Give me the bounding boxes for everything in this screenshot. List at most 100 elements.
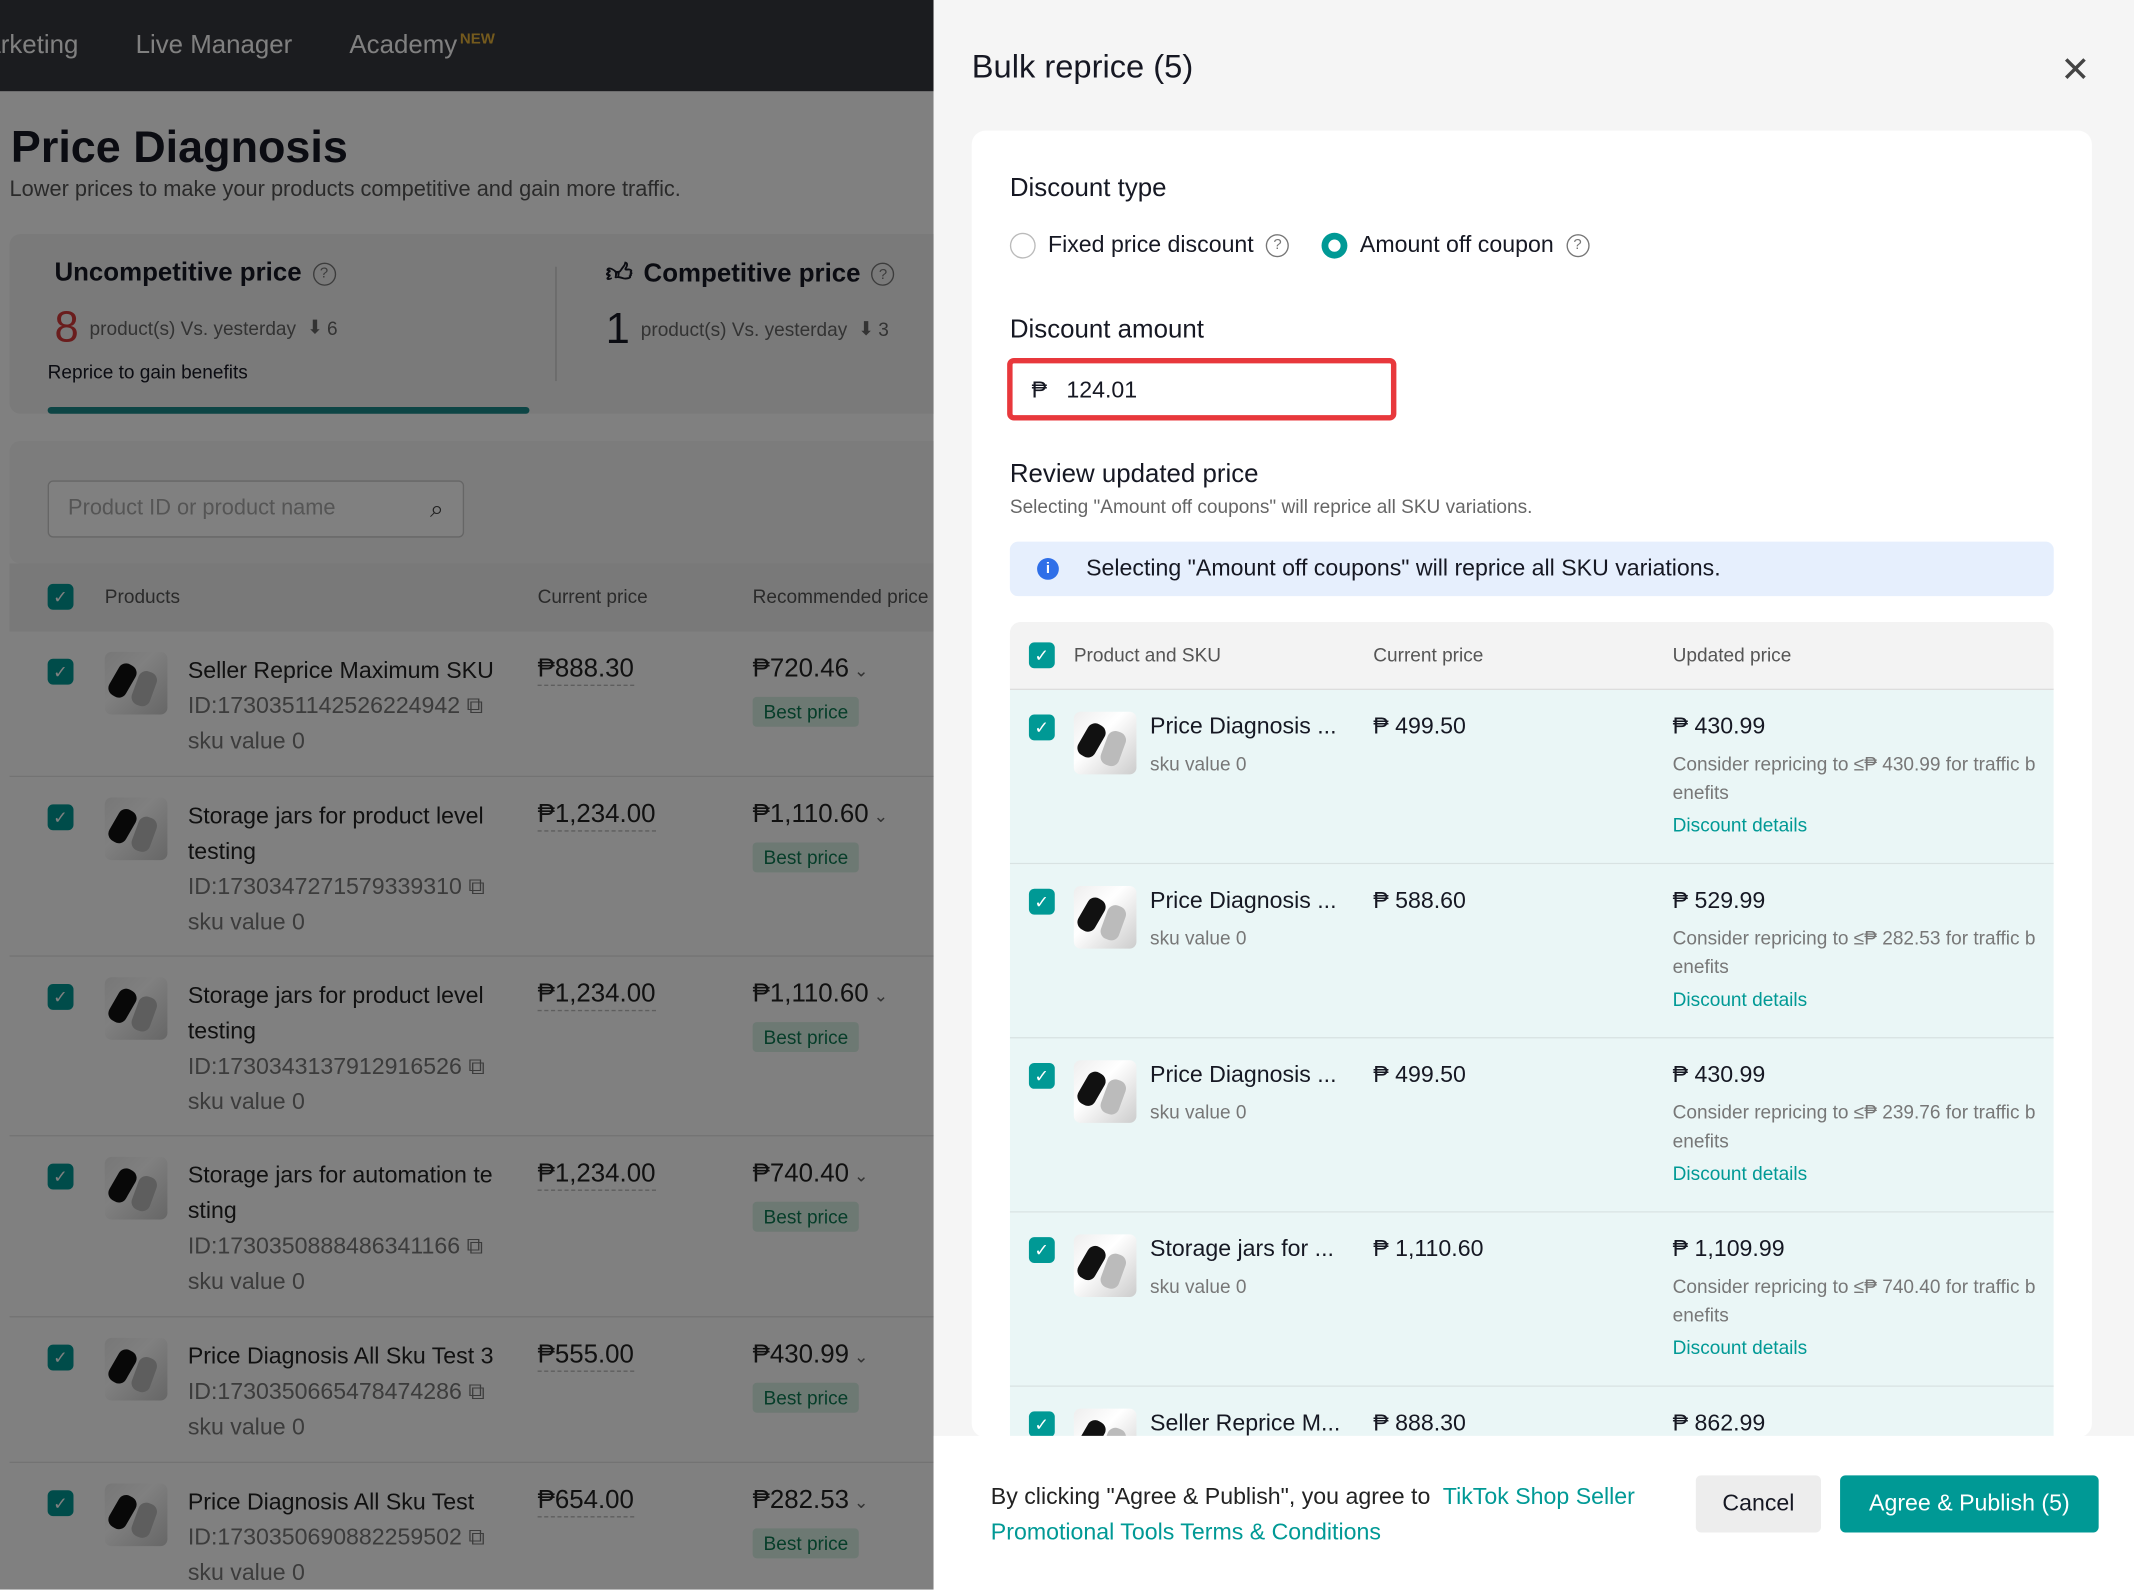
product-id: ID:1730347271579339310	[187, 873, 462, 900]
thumbs-up-icon: 👍︎	[605, 259, 633, 289]
recommended-price-dropdown[interactable]: ₱740.40 ⌄	[753, 1160, 869, 1190]
row-checkbox[interactable]: ✓	[47, 1344, 74, 1371]
product-thumbnail	[104, 1156, 168, 1220]
current-price: ₱ 888.30	[1373, 1409, 1466, 1436]
new-badge: NEW	[459, 30, 495, 47]
row-checkbox[interactable]: ✓	[47, 984, 74, 1010]
best-price-badge: Best price	[752, 1382, 860, 1413]
recommended-price: ₱1,110.60	[752, 800, 869, 829]
product-sku: sku value 0	[187, 1559, 305, 1586]
cancel-button[interactable]: Cancel	[1695, 1475, 1822, 1533]
competitive-tab[interactable]: 👍︎ Competitive price? 1 product(s) Vs. yes…	[606, 259, 895, 354]
table-row: ✓ Storage jars for automation te sting ID…	[9, 1136, 934, 1318]
product-name: Seller Reprice M...	[1150, 1409, 1341, 1436]
product-name: Price Diagnosis All Sku Test 3	[187, 1343, 494, 1370]
product-thumbnail	[104, 1337, 168, 1401]
help-icon[interactable]: ?	[1565, 233, 1590, 257]
product-thumbnail	[1073, 1060, 1137, 1123]
current-price: ₱ 499.50	[1373, 713, 1466, 740]
nav-academy[interactable]: Academy NEW	[349, 31, 494, 61]
copy-icon[interactable]: ⧉	[468, 1378, 485, 1405]
nav-marketing[interactable]: arketing	[0, 30, 79, 60]
current-price: ₱888.30	[537, 655, 634, 686]
drawer-title: Bulk reprice (5)	[971, 48, 1194, 86]
current-price: ₱555.00	[537, 1341, 634, 1372]
copy-icon[interactable]: ⧉	[468, 1053, 485, 1080]
discount-details-link[interactable]: Discount details	[1672, 1336, 1808, 1359]
competitive-delta: 3	[878, 317, 889, 340]
product-sku: sku value 0	[187, 1268, 305, 1295]
copy-icon[interactable]: ⧉	[468, 1524, 485, 1551]
recommended-price-dropdown[interactable]: ₱1,110.60 ⌄	[753, 980, 889, 1010]
product-id: ID:1730343137912916526	[187, 1053, 462, 1080]
uncompetitive-tab[interactable]: Uncompetitive price? 8 product(s) Vs. yes…	[48, 259, 338, 383]
row-checkbox[interactable]: ✓	[47, 804, 74, 831]
header-current-price: Current price	[1373, 643, 1484, 666]
recommended-price: ₱1,110.60	[752, 979, 869, 1009]
summary-card: Uncompetitive price? 8 product(s) Vs. yes…	[9, 234, 934, 414]
reprice-cta[interactable]: Reprice to gain benefits	[47, 360, 248, 383]
header-recommended-price: Recommended price	[752, 585, 929, 608]
updated-price: ₱ 529.99	[1672, 887, 1766, 914]
row-checkbox[interactable]: ✓	[1028, 714, 1055, 741]
table-row: ✓ Price Diagnosis All Sku Test ID:1730350…	[9, 1463, 934, 1590]
help-icon[interactable]: ?	[1265, 233, 1290, 257]
row-checkbox[interactable]: ✓	[47, 1163, 74, 1190]
row-checkbox[interactable]: ✓	[1028, 1411, 1055, 1438]
recommended-price-dropdown[interactable]: ₱1,110.60 ⌄	[753, 800, 889, 830]
recommended-price: ₱430.99	[752, 1340, 849, 1370]
nav-live-manager[interactable]: Live Manager	[135, 30, 293, 60]
recommended-price-dropdown[interactable]: ₱430.99 ⌄	[753, 1341, 869, 1371]
terms-link[interactable]: TikTok Shop Seller Promotional Tools Ter…	[990, 1483, 1635, 1545]
row-checkbox[interactable]: ✓	[47, 658, 74, 685]
product-thumbnail	[1073, 886, 1137, 949]
terms-text: By clicking "Agree & Publish", you agree…	[991, 1479, 1658, 1550]
select-all-checkbox[interactable]: ✓	[47, 583, 74, 610]
recommended-price-dropdown[interactable]: ₱720.46 ⌄	[753, 655, 869, 685]
review-row: ✓ Seller Reprice M... ₱ 888.30 ₱ 862.99	[1009, 1386, 2054, 1438]
copy-icon[interactable]: ⧉	[466, 692, 484, 719]
recommended-price-dropdown[interactable]: ₱282.53 ⌄	[753, 1486, 869, 1516]
radio-fixed-price[interactable]: Fixed price discount?	[1009, 231, 1290, 258]
product-name: Storage jars for ...	[1150, 1235, 1334, 1262]
recommended-price: ₱740.40	[752, 1159, 849, 1189]
radio-label: Fixed price discount	[1047, 231, 1254, 258]
row-checkbox[interactable]: ✓	[47, 1490, 74, 1517]
amount-value: 124.01	[1066, 376, 1138, 403]
product-thumbnail	[104, 1483, 168, 1547]
product-name: Price Diagnosis ...	[1150, 713, 1337, 740]
help-icon[interactable]: ?	[871, 262, 895, 286]
nav-academy-label: Academy	[349, 30, 458, 60]
row-checkbox[interactable]: ✓	[1028, 1062, 1055, 1089]
drawer-footer: By clicking "Agree & Publish", you agree…	[933, 1435, 2134, 1590]
product-id: ID:1730350665478474286	[187, 1378, 462, 1405]
page-title: Price Diagnosis	[10, 121, 348, 172]
agree-publish-button[interactable]: Agree & Publish (5)	[1840, 1475, 2099, 1533]
discount-details-link[interactable]: Discount details	[1672, 813, 1808, 836]
competitive-count: 1	[605, 303, 630, 353]
product-name: Seller Reprice Maximum SKU	[187, 657, 494, 684]
chevron-down-icon: ⌄	[868, 985, 889, 1006]
help-icon[interactable]: ?	[312, 261, 336, 286]
chevron-down-icon: ⌄	[848, 1165, 869, 1186]
search-input[interactable]: Product ID or product name ⌕	[47, 480, 465, 538]
current-price: ₱ 588.60	[1373, 887, 1466, 914]
page-subtitle: Lower prices to make your products compe…	[9, 178, 681, 202]
discount-details-link[interactable]: Discount details	[1672, 988, 1808, 1010]
row-checkbox[interactable]: ✓	[1028, 1237, 1055, 1264]
product-sku: sku value 0	[187, 1088, 305, 1115]
close-icon[interactable]: ✕	[2060, 48, 2091, 90]
uncompetitive-count: 8	[54, 302, 79, 352]
copy-icon[interactable]: ⧉	[468, 873, 485, 900]
current-price: ₱1,234.00	[537, 980, 656, 1012]
row-checkbox[interactable]: ✓	[1028, 888, 1055, 915]
search-icon[interactable]: ⌕	[429, 495, 444, 523]
discount-amount-input[interactable]: ₱ 124.01	[1007, 357, 1397, 421]
radio-amount-off[interactable]: Amount off coupon?	[1321, 231, 1590, 258]
copy-icon[interactable]: ⧉	[466, 1233, 484, 1259]
sku-value: sku value 0	[1150, 1275, 1247, 1298]
discount-details-link[interactable]: Discount details	[1672, 1162, 1808, 1185]
select-all-checkbox[interactable]: ✓	[1028, 642, 1055, 669]
product-sku: sku value 0	[187, 909, 305, 936]
